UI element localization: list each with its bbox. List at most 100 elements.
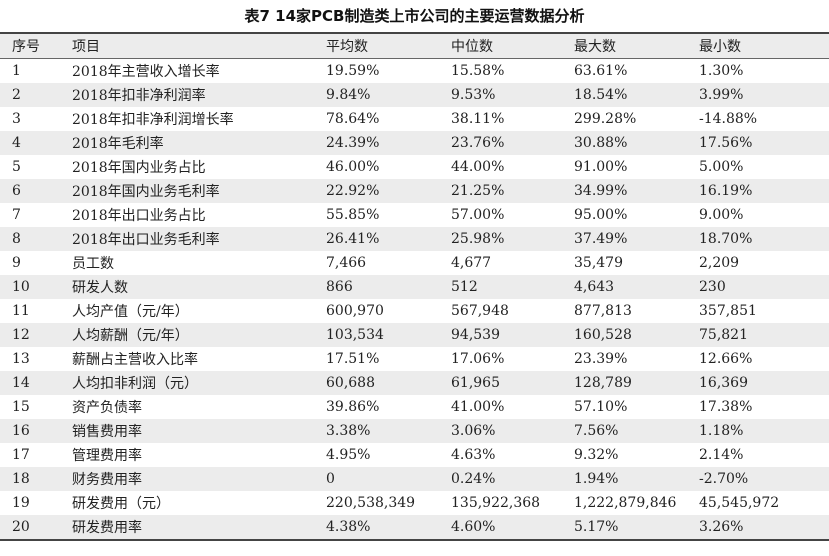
table-row: 14 人均扣非利润（元） 60,688 61,965 128,789 16,369 — [0, 371, 829, 395]
cell-max: 30.88% — [574, 135, 628, 151]
cell-max: 23.39% — [574, 351, 628, 367]
cell-min: 2.14% — [699, 447, 744, 463]
cell-index: 1 — [12, 63, 21, 79]
cell-index: 20 — [12, 519, 30, 535]
cell-median: 61,965 — [451, 375, 500, 391]
cell-max: 160,528 — [574, 327, 632, 343]
header-row: 序号 项目 平均数 中位数 最大数 最小数 — [0, 33, 829, 59]
table-title: 表7 14家PCB制造类上市公司的主要运营数据分析 — [244, 7, 585, 25]
table-row: 5 2018年国内业务占比 46.00% 44.00% 91.00% 5.00% — [0, 155, 829, 179]
cell-mean: 4.38% — [326, 519, 371, 535]
cell-max: 9.32% — [574, 447, 619, 463]
cell-min: 1.30% — [699, 63, 744, 79]
cell-item: 薪酬占主营收入比率 — [72, 352, 198, 368]
table-row: 20 研发费用率 4.38% 4.60% 5.17% 3.26% — [0, 515, 829, 540]
table-row: 16 销售费用率 3.38% 3.06% 7.56% 1.18% — [0, 419, 829, 443]
cell-item: 销售费用率 — [72, 424, 142, 440]
cell-min: 3.99% — [699, 87, 744, 103]
cell-median: 4.63% — [451, 447, 496, 463]
cell-median: 0.24% — [451, 471, 496, 487]
table-body: 1 2018年主营收入增长率 19.59% 15.58% 63.61% 1.30% 2 201… — [0, 59, 829, 540]
cell-item: 管理费用率 — [72, 448, 142, 464]
cell-median: 135,922,368 — [451, 495, 541, 511]
cell-item: 2018年出口业务毛利率 — [72, 232, 220, 248]
cell-mean: 866 — [326, 279, 353, 295]
cell-mean: 19.59% — [326, 63, 380, 79]
cell-item: 2018年扣非净利润率 — [72, 88, 206, 104]
cell-median: 21.25% — [451, 183, 505, 199]
cell-index: 4 — [12, 135, 21, 151]
header-cell-median: 中位数 — [451, 39, 493, 55]
cell-mean: 4.95% — [326, 447, 371, 463]
cell-item: 研发费用（元） — [72, 496, 170, 512]
cell-min: 16.19% — [699, 183, 753, 199]
cell-min: 357,851 — [699, 303, 757, 319]
cell-item: 2018年毛利率 — [72, 136, 164, 152]
cell-max: 34.99% — [574, 183, 628, 199]
cell-max: 5.17% — [574, 519, 619, 535]
header-cell-index: 序号 — [12, 39, 40, 55]
cell-max: 1,222,879,846 — [574, 495, 677, 511]
table-row: 10 研发人数 866 512 4,643 230 — [0, 275, 829, 299]
table-row: 17 管理费用率 4.95% 4.63% 9.32% 2.14% — [0, 443, 829, 467]
cell-median: 41.00% — [451, 399, 505, 415]
cell-min: -2.70% — [699, 471, 749, 487]
table-row: 8 2018年出口业务毛利率 26.41% 25.98% 37.49% 18.70% — [0, 227, 829, 251]
cell-min: 17.56% — [699, 135, 753, 151]
table-row: 13 薪酬占主营收入比率 17.51% 17.06% 23.39% 12.66% — [0, 347, 829, 371]
table-row: 1 2018年主营收入增长率 19.59% 15.58% 63.61% 1.30% — [0, 59, 829, 84]
cell-median: 23.76% — [451, 135, 505, 151]
cell-index: 19 — [12, 495, 30, 511]
cell-min: 75,821 — [699, 327, 748, 343]
cell-median: 9.53% — [451, 87, 496, 103]
cell-median: 25.98% — [451, 231, 505, 247]
cell-max: 91.00% — [574, 159, 628, 175]
header-cell-max: 最大数 — [574, 39, 616, 55]
cell-index: 17 — [12, 447, 30, 463]
cell-max: 4,643 — [574, 279, 615, 295]
cell-median: 512 — [451, 279, 478, 295]
table-row: 7 2018年出口业务占比 55.85% 57.00% 95.00% 9.00% — [0, 203, 829, 227]
cell-min: 12.66% — [699, 351, 753, 367]
cell-mean: 24.39% — [326, 135, 380, 151]
cell-item: 2018年出口业务占比 — [72, 208, 206, 224]
header-cell-mean: 平均数 — [326, 39, 368, 55]
cell-mean: 60,688 — [326, 375, 375, 391]
cell-index: 15 — [12, 399, 30, 415]
cell-median: 38.11% — [451, 111, 505, 127]
cell-max: 1.94% — [574, 471, 619, 487]
cell-median: 57.00% — [451, 207, 505, 223]
cell-index: 12 — [12, 327, 30, 343]
cell-index: 3 — [12, 111, 21, 127]
cell-median: 4,677 — [451, 255, 492, 271]
cell-max: 7.56% — [574, 423, 619, 439]
cell-mean: 3.38% — [326, 423, 371, 439]
cell-min: 18.70% — [699, 231, 753, 247]
cell-max: 35,479 — [574, 255, 623, 271]
cell-mean: 55.85% — [326, 207, 380, 223]
cell-mean: 9.84% — [326, 87, 371, 103]
cell-item: 财务费用率 — [72, 472, 142, 488]
table-row: 12 人均薪酬（元/年） 103,534 94,539 160,528 75,821 — [0, 323, 829, 347]
cell-median: 94,539 — [451, 327, 500, 343]
cell-min: 2,209 — [699, 255, 740, 271]
cell-mean: 39.86% — [326, 399, 380, 415]
cell-median: 44.00% — [451, 159, 505, 175]
cell-item: 研发费用率 — [72, 520, 142, 536]
cell-mean: 0 — [326, 471, 335, 487]
cell-mean: 7,466 — [326, 255, 367, 271]
cell-median: 3.06% — [451, 423, 496, 439]
cell-index: 7 — [12, 207, 21, 223]
cell-index: 5 — [12, 159, 21, 175]
table-row: 2 2018年扣非净利润率 9.84% 9.53% 18.54% 3.99% — [0, 83, 829, 107]
table-row: 6 2018年国内业务毛利率 22.92% 21.25% 34.99% 16.19% — [0, 179, 829, 203]
cell-mean: 600,970 — [326, 303, 384, 319]
cell-item: 2018年国内业务毛利率 — [72, 184, 220, 200]
table-row: 3 2018年扣非净利润增长率 78.64% 38.11% 299.28% -14.88% — [0, 107, 829, 131]
cell-index: 9 — [12, 255, 21, 271]
cell-index: 18 — [12, 471, 30, 487]
cell-item: 2018年主营收入增长率 — [72, 64, 220, 80]
cell-max: 37.49% — [574, 231, 628, 247]
cell-index: 2 — [12, 87, 21, 103]
cell-item: 2018年扣非净利润增长率 — [72, 112, 234, 128]
